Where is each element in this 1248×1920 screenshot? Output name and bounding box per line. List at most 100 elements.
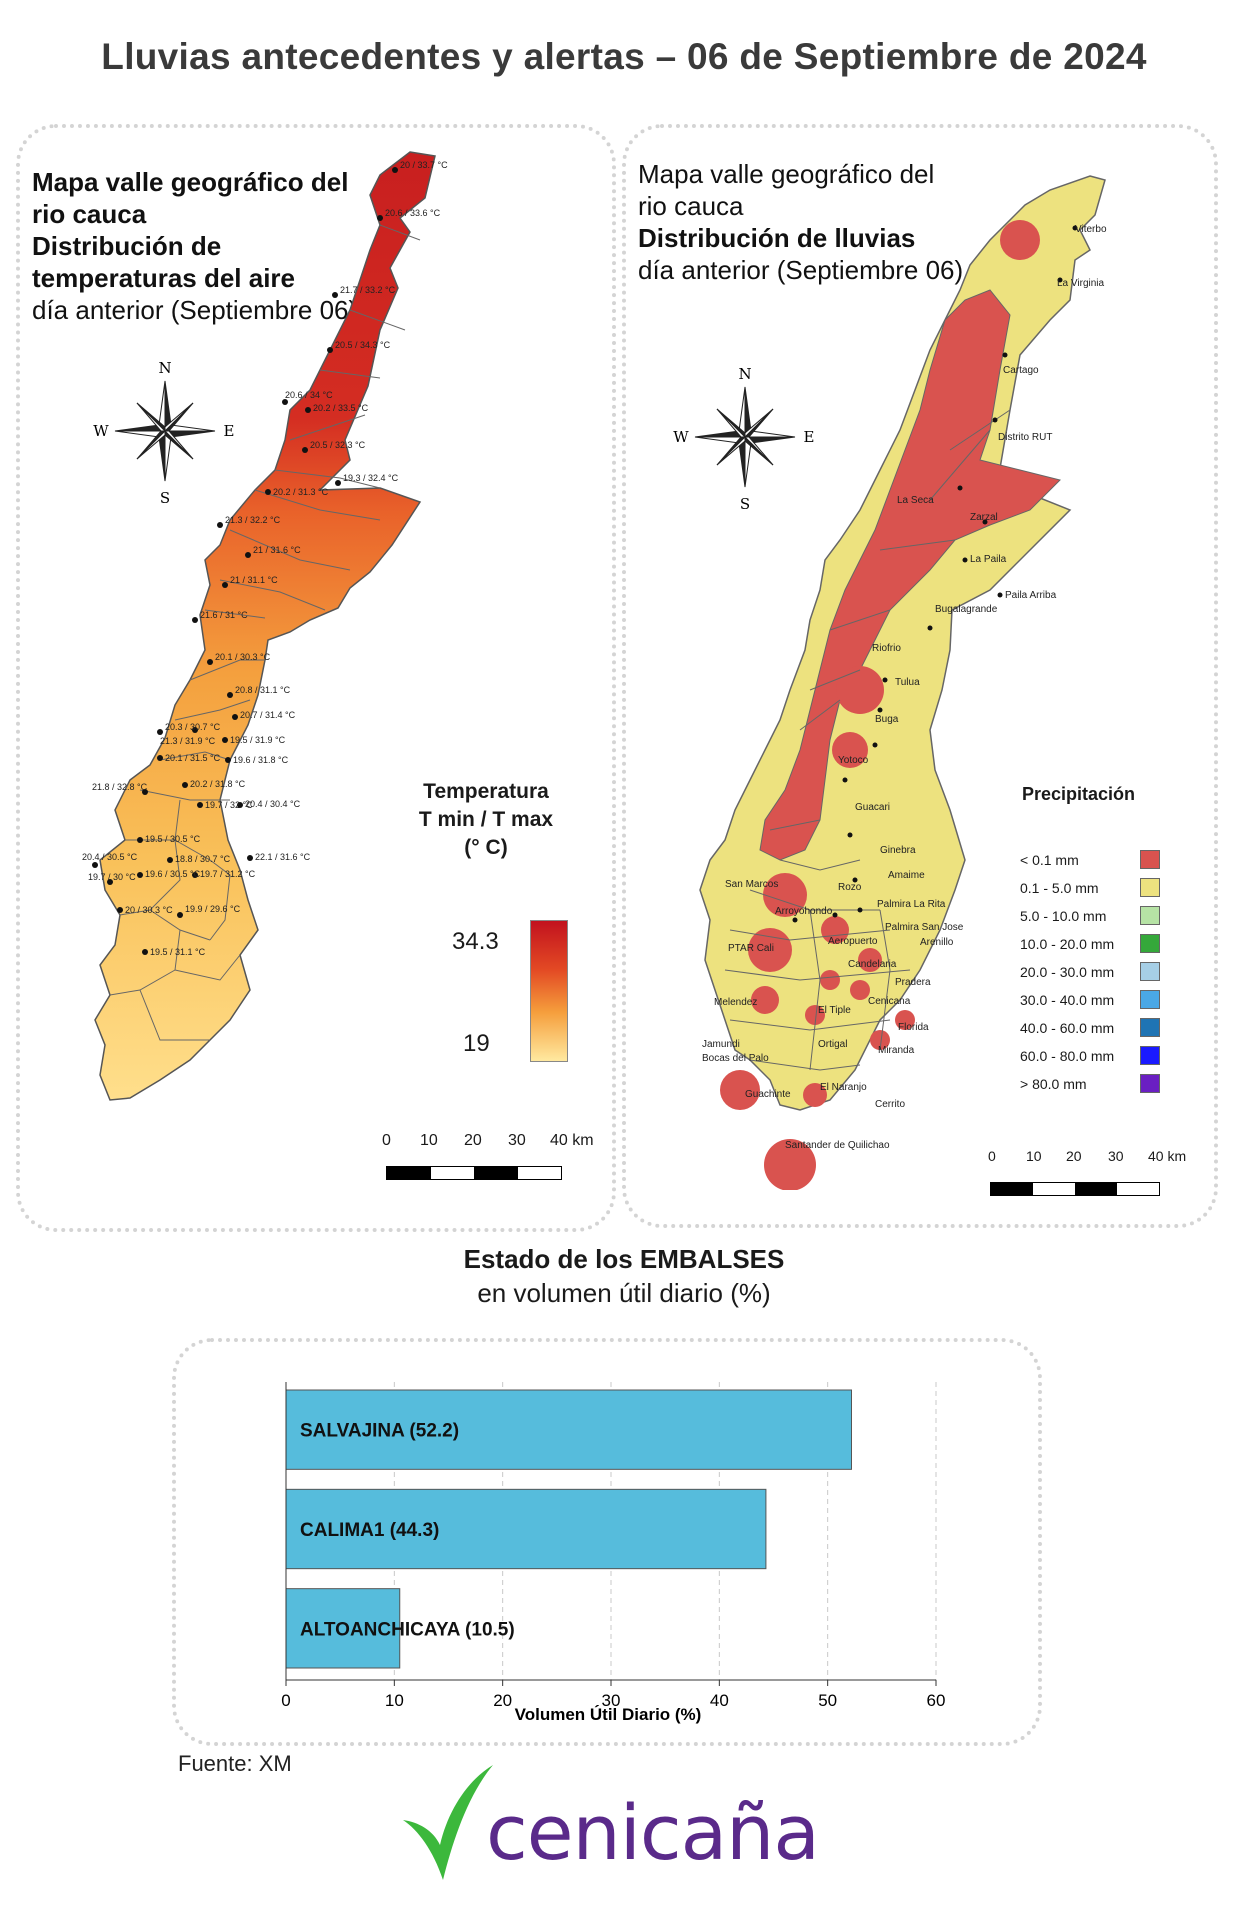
temp-map-line1: Mapa valle geográfico del — [32, 167, 349, 197]
compass-rose-icon: N S W E — [673, 365, 814, 512]
rain-map-line4: día anterior (Septiembre 06) — [638, 255, 964, 285]
rain-map-line2: rio cauca — [638, 191, 744, 221]
city-label: Arenillo — [920, 937, 954, 948]
city-label: La Paila — [970, 554, 1007, 565]
city-label: Miranda — [878, 1045, 915, 1056]
bar-label: SALVAJINA (52.2) — [300, 1421, 459, 1442]
station-label: 20.1 / 31.5 °C — [165, 753, 221, 763]
temperature-station-labels: 20 / 33.7 °C 20.6 / 33.6 °C 21.7 / 33.2 … — [82, 160, 448, 957]
legend-label: 20.0 - 30.0 mm — [1020, 964, 1115, 980]
station-label: 21.7 / 33.2 °C — [340, 285, 396, 295]
legend-label: > 80.0 mm — [1020, 1076, 1087, 1092]
city-label: PTAR Cali — [728, 943, 774, 954]
rain-scale-bar — [990, 1182, 1160, 1196]
rain-scale-labels: 0 10 20 30 40 km — [988, 1148, 1187, 1164]
city-label: Cenicana — [868, 996, 911, 1007]
legend-label: 5.0 - 10.0 mm — [1020, 908, 1107, 924]
station-label: 20.5 / 34.3 °C — [335, 340, 391, 350]
station-label: 20.1 / 30.3 °C — [215, 652, 271, 662]
station-label: 20.4 / 30.4 °C — [245, 799, 301, 809]
bar-label: CALIMA1 (44.3) — [300, 1520, 439, 1541]
temperature-map — [92, 151, 436, 1101]
compass-rose-icon: N S W E — [93, 359, 235, 506]
page-title: Lluvias antecedentes y alertas – 06 de S… — [101, 36, 1147, 77]
svg-text:N: N — [738, 365, 751, 383]
temperature-min-label: 19 — [463, 1030, 490, 1057]
x-tick-label: 40 — [710, 1691, 729, 1710]
legend-label: 30.0 - 40.0 mm — [1020, 992, 1115, 1008]
x-tick-label: 30 — [602, 1691, 621, 1710]
legend-swatch — [1140, 1074, 1160, 1093]
station-label: 20.6 / 34 °C — [285, 390, 333, 400]
legend-label: 40.0 - 60.0 mm — [1020, 1020, 1115, 1036]
city-label: Melendez — [714, 997, 757, 1008]
station-label: 19.3 / 32.4 °C — [343, 473, 399, 483]
city-label: Florida — [898, 1022, 929, 1033]
station-label: 20 / 30.3 °C — [125, 905, 173, 915]
city-label: Cartago — [1003, 365, 1039, 376]
legend-swatch — [1140, 878, 1160, 897]
station-label: 19.6 / 31.8 °C — [233, 755, 289, 765]
city-label: Pradera — [895, 977, 931, 988]
station-label: 19.7 / 30 °C — [88, 872, 136, 882]
legend-swatch — [1140, 962, 1160, 981]
cenicana-wordmark: cenicaña — [486, 1788, 820, 1877]
legend-swatch — [1140, 990, 1160, 1009]
city-label: Arroyohondo — [775, 906, 833, 917]
city-label: La Seca — [897, 495, 934, 506]
x-axis-label: Volumen Útil Diario (%) — [515, 1705, 702, 1724]
temp-map-line5: día anterior (Septiembre 06) — [32, 295, 358, 325]
city-label: Ortigal — [818, 1039, 847, 1050]
city-label: La Virginia — [1057, 278, 1105, 289]
temperature-legend-title: Temperatura T min / T max (° C) — [418, 780, 554, 859]
legend-label: 10.0 - 20.0 mm — [1020, 936, 1115, 952]
station-label: 21.6 / 31 °C — [200, 610, 248, 620]
svg-text:N: N — [158, 359, 171, 377]
city-label: Amaime — [888, 870, 925, 881]
city-label: Candelaria — [848, 959, 897, 970]
legend-label: < 0.1 mm — [1020, 852, 1079, 868]
temperature-max-label: 34.3 — [452, 928, 499, 955]
bar-1 — [285, 1488, 767, 1570]
station-label: 20.2 / 31.8 °C — [190, 779, 246, 789]
rain-map-line3: Distribución de lluvias — [638, 223, 916, 253]
legend-label: 0.1 - 5.0 mm — [1020, 880, 1099, 896]
city-label: Yotoco — [838, 755, 869, 766]
svg-text:E: E — [224, 422, 235, 440]
reservoir-bar-chart: SALVAJINA (52.2) CALIMA1 (44.3) ALTOANCHIC… — [281, 1382, 945, 1724]
temp-map-line4: temperaturas del aire — [32, 263, 296, 293]
city-label: San Marcos — [725, 879, 778, 890]
rainfall-map-panel — [622, 124, 1218, 1228]
legend-label: 60.0 - 80.0 mm — [1020, 1048, 1115, 1064]
legend-swatch — [1140, 1046, 1160, 1065]
city-label: Bocas del Palo — [702, 1053, 769, 1064]
station-label: 21.8 / 32.8 °C — [92, 782, 148, 792]
station-label: 19.9 / 29.6 °C — [185, 904, 241, 914]
bar-label: ALTOANCHICAYA (10.5) — [300, 1619, 515, 1640]
city-label: Buga — [875, 714, 899, 725]
svg-text:S: S — [160, 489, 170, 506]
city-label: El Tiple — [818, 1005, 851, 1016]
rainfall-city-labels: Viterbo La Virginia Cartago Distrito RUT… — [702, 224, 1107, 1151]
city-label: Santander de Quilichao — [785, 1140, 890, 1151]
city-label: Palmira San Jose — [885, 922, 964, 933]
temp-map-heading: Mapa valle geográfico del rio cauca Dist… — [32, 166, 357, 326]
station-label: 22.1 / 31.6 °C — [255, 852, 311, 862]
city-label: Cerrito — [875, 1099, 905, 1110]
bar-2 — [285, 1588, 401, 1669]
legend-swatch — [1140, 1018, 1160, 1037]
temp-map-line2: rio cauca — [32, 199, 147, 229]
legend-swatch — [1140, 934, 1160, 953]
city-label: Zarzal — [970, 512, 998, 523]
city-label: Rozo — [838, 882, 862, 893]
station-label: 20.8 / 31.1 °C — [235, 685, 291, 695]
temp-scale-labels: 0 10 20 30 40 km — [382, 1132, 594, 1149]
station-label: 19.5 / 31.1 °C — [150, 947, 206, 957]
city-label: Distrito RUT — [998, 432, 1052, 443]
city-label: Viterbo — [1075, 224, 1107, 235]
precipitation-legend-title: Precipitación — [1022, 784, 1136, 804]
city-label: El Naranjo — [820, 1082, 867, 1093]
city-label: Guachinte — [745, 1089, 791, 1100]
station-label: 20.5 / 32.3 °C — [310, 440, 366, 450]
temp-scale-bar — [386, 1166, 562, 1180]
